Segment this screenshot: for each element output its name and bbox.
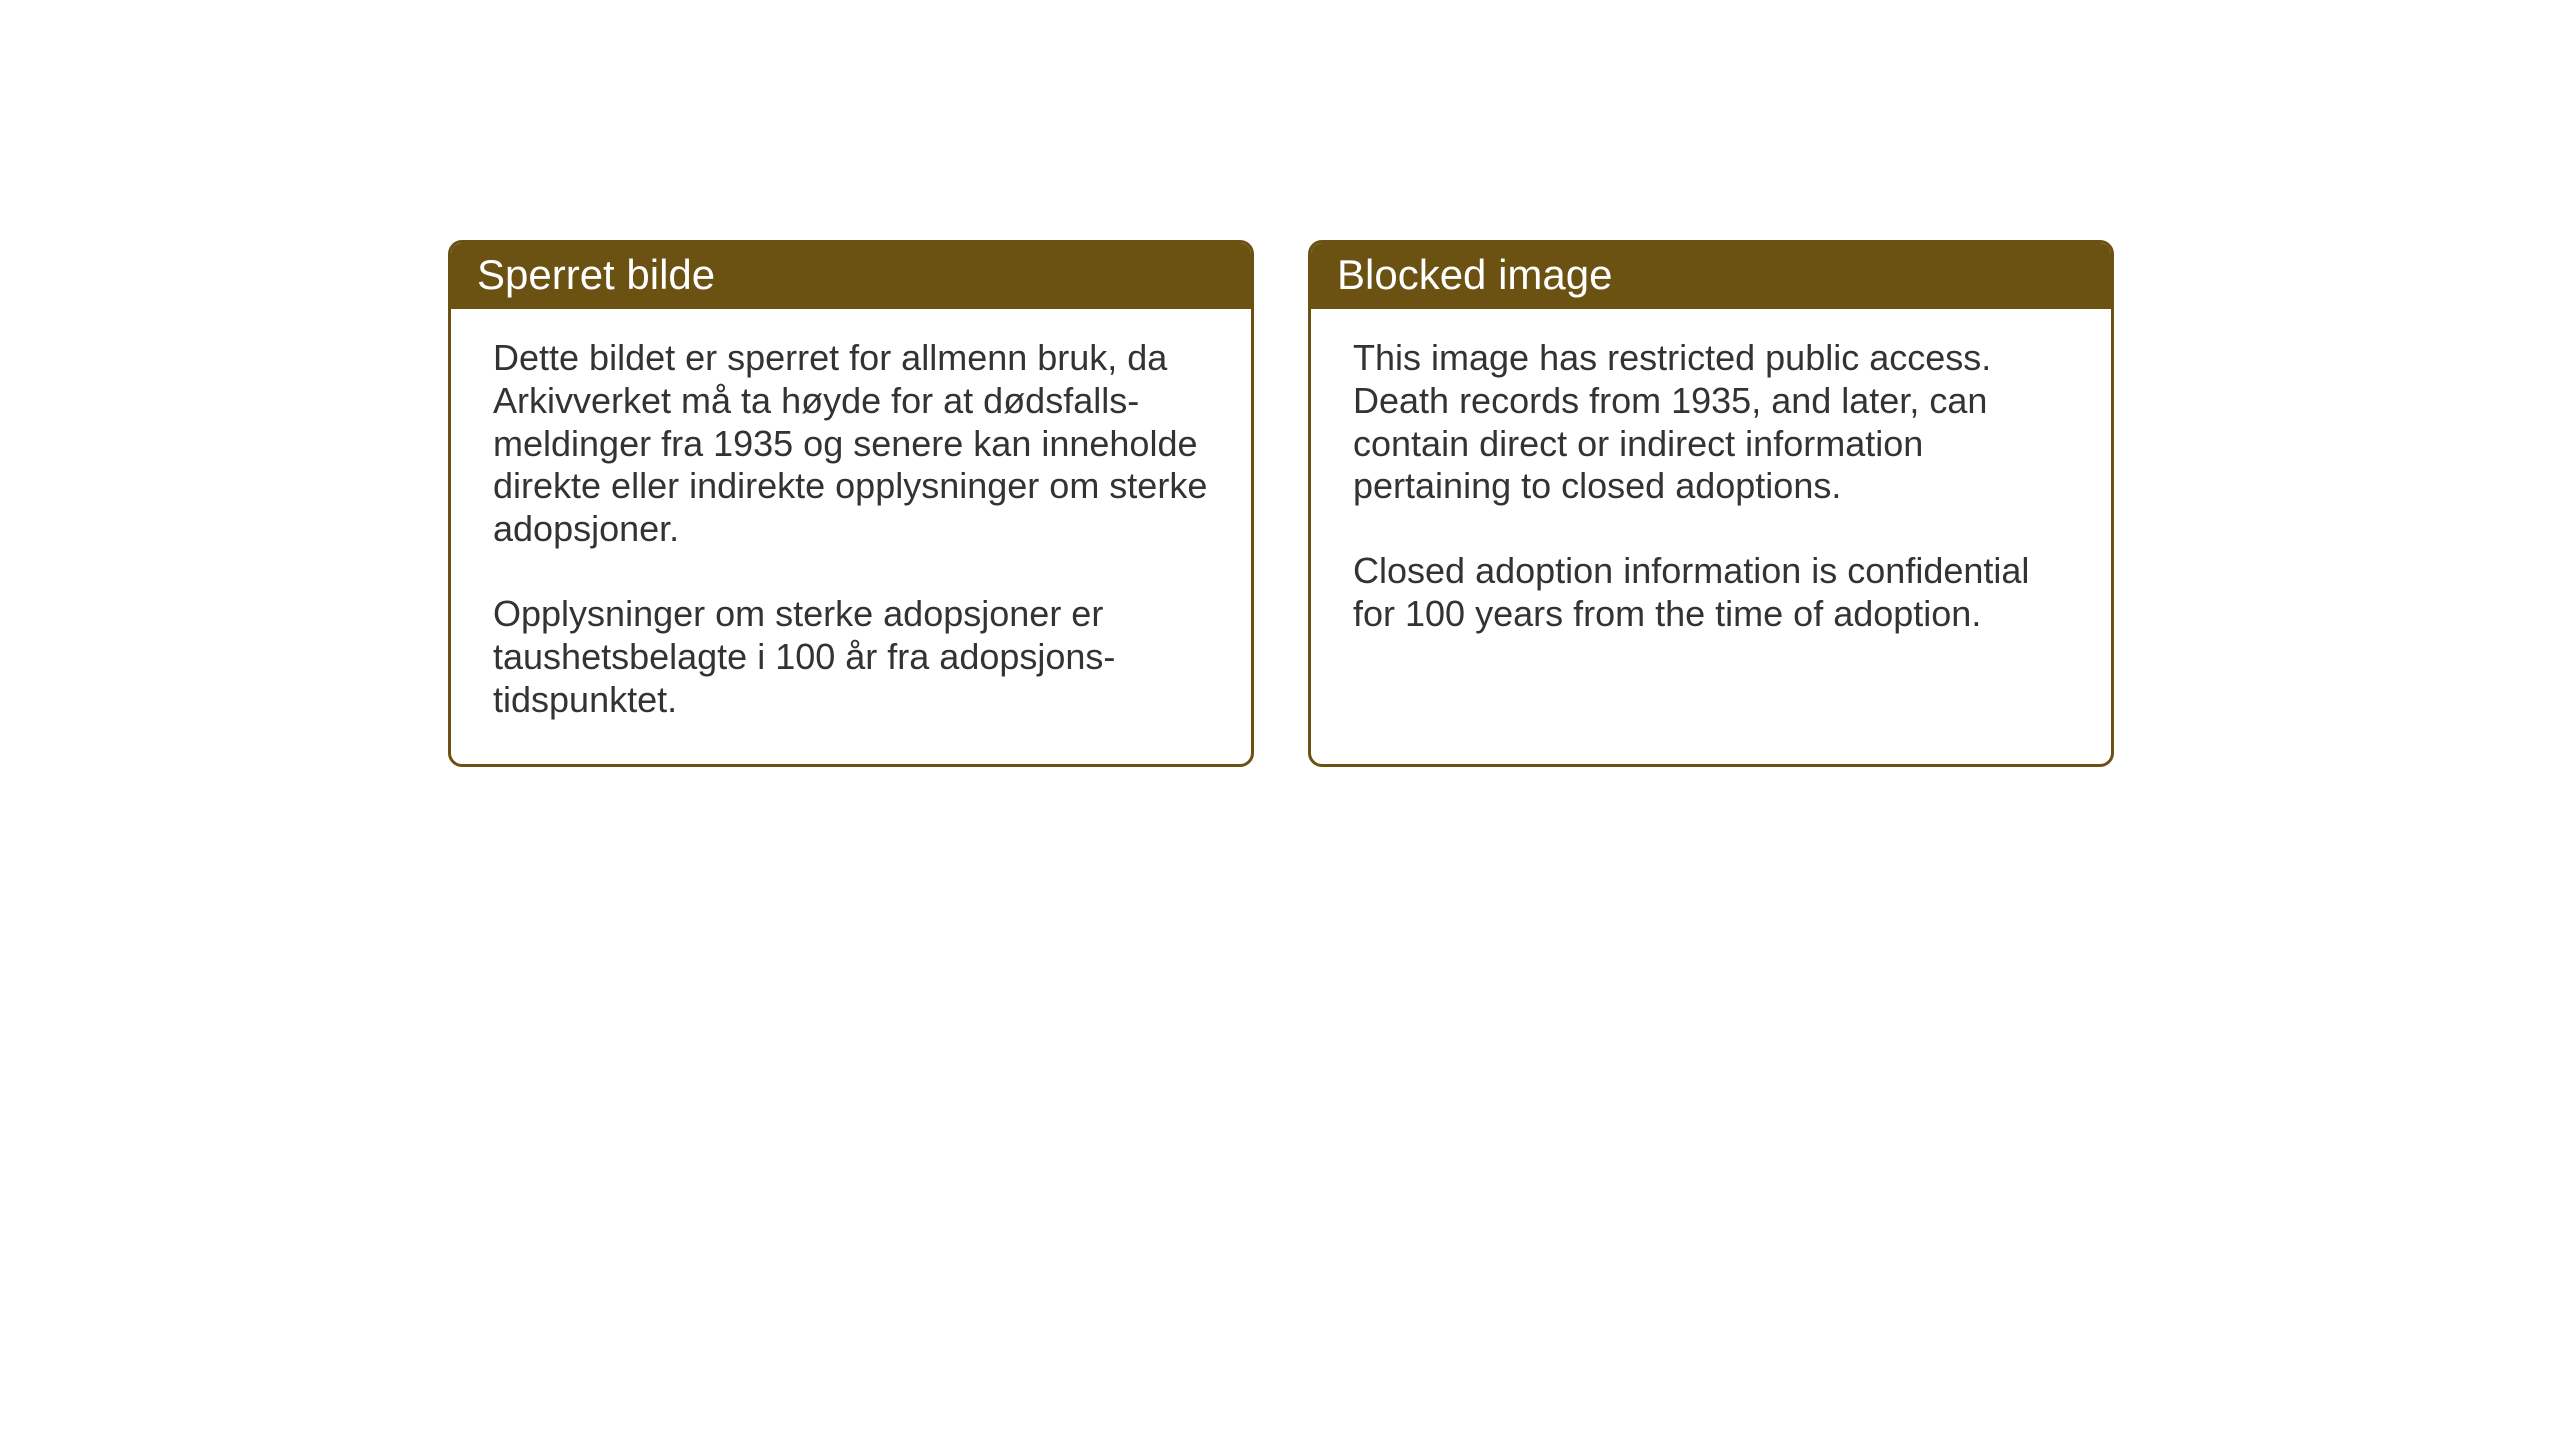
notice-body-norwegian: Dette bildet er sperret for allmenn bruk… [451, 309, 1251, 764]
notice-box-norwegian: Sperret bilde Dette bildet er sperret fo… [448, 240, 1254, 767]
notice-para1-norwegian: Dette bildet er sperret for allmenn bruk… [493, 337, 1209, 551]
notice-para1-english: This image has restricted public access.… [1353, 337, 2069, 508]
notice-para2-english: Closed adoption information is confident… [1353, 550, 2069, 636]
notice-para2-norwegian: Opplysninger om sterke adopsjoner er tau… [493, 593, 1209, 721]
notice-box-english: Blocked image This image has restricted … [1308, 240, 2114, 767]
notice-header-english: Blocked image [1311, 243, 2111, 309]
notice-body-english: This image has restricted public access.… [1311, 309, 2111, 678]
notice-header-norwegian: Sperret bilde [451, 243, 1251, 309]
notice-container: Sperret bilde Dette bildet er sperret fo… [448, 240, 2114, 767]
